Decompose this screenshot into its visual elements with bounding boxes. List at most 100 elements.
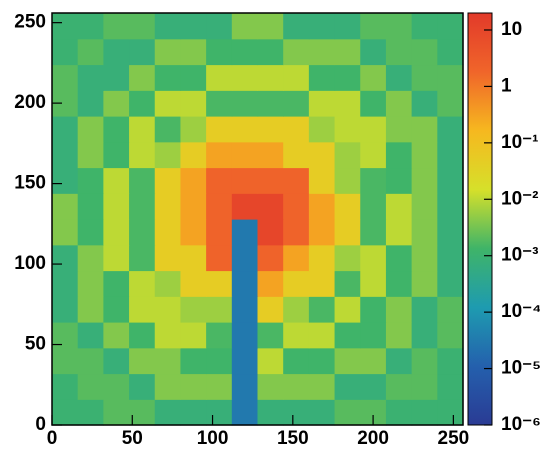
heat-cell [385,141,413,169]
heat-cell [180,167,207,194]
heat-cell [411,244,438,272]
heat-cell [206,64,233,91]
heat-cell [180,399,207,426]
heat-cell [360,322,387,349]
heat-cell [180,244,207,272]
heat-cell [129,244,156,272]
heat-cell [308,167,336,194]
heat-cell [411,141,438,169]
x-tick-label: 250 [438,428,470,449]
heat-cell [129,64,156,91]
y-tick-label: 150 [14,173,46,194]
heat-cell [257,38,284,66]
heat-cell [231,167,259,194]
heat-cell [52,270,79,297]
heat-cell [206,193,233,220]
heat-cell [180,270,207,297]
heat-cell [385,373,413,400]
heat-cell [77,399,104,426]
heat-cell [411,219,438,246]
heat-cell [411,399,438,426]
heat-cell [385,64,413,91]
heat-cell [257,219,284,246]
heat-cell [129,116,156,143]
heat-cell [154,141,182,169]
heat-cell [129,90,156,117]
heat-cell [411,13,438,40]
heat-cell [334,322,361,349]
heat-cell [334,64,361,91]
heat-cell [283,244,310,272]
heat-cell [231,90,259,117]
heat-cell [180,141,207,169]
heat-cell [283,296,310,323]
heat-cell [206,141,233,169]
heat-cell [231,244,259,272]
plot-frame [51,12,464,426]
x-tick-label: 50 [122,428,143,449]
heat-cell [257,13,284,40]
heat-cell [360,64,387,91]
heat-cell [231,13,259,40]
heat-cell [206,90,233,117]
heat-cell [154,90,182,117]
heat-cell [437,90,464,117]
heat-cell [411,296,438,323]
heat-cell [411,116,438,143]
heat-cell [52,347,79,375]
heat-cell [308,322,336,349]
heat-cell [103,373,130,400]
heat-cell [283,13,310,40]
heat-cell [411,373,438,400]
heat-cell [257,167,284,194]
heat-cell [411,322,438,349]
heat-cell [308,219,336,246]
heat-cell [385,219,413,246]
heat-cell [206,167,233,194]
heat-cell [52,167,79,194]
heat-cell [334,193,361,220]
heat-cell [360,167,387,194]
heat-cell [77,90,104,117]
y-tick-label: 0 [35,414,46,435]
heat-cell [52,244,79,272]
colorbar-tick-label: 10⁻⁶ [501,414,540,435]
heat-cell [283,90,310,117]
x-tick-label: 200 [357,428,389,449]
heat-cell [129,270,156,297]
heat-cell [308,90,336,117]
heat-cell [231,64,259,91]
heat-cell [257,193,284,220]
heat-cell [77,116,104,143]
heat-cell [283,399,310,426]
heat-cell [206,244,233,272]
heat-cell [154,38,182,66]
heat-cell [257,373,284,400]
heat-cell [283,193,310,220]
heat-cell [206,373,233,400]
heat-cell [103,90,130,117]
heat-cell [77,296,104,323]
heat-cell [334,219,361,246]
heat-cell [334,244,361,272]
heat-cell [180,38,207,66]
heat-cell [231,116,259,143]
heat-cell [103,219,130,246]
heat-cell [103,193,130,220]
colorbar-tick-label: 10⁻¹ [501,132,539,153]
heat-cell [129,38,156,66]
heat-cell [129,141,156,169]
heat-cell [154,399,182,426]
y-tick-label: 100 [14,253,46,274]
heat-cell [360,193,387,220]
heat-cell [257,322,284,349]
colorbar-tick-label: 10⁻² [501,188,539,209]
heat-cell [257,296,284,323]
heat-cell [180,64,207,91]
heat-cell [231,347,259,375]
heat-cell [103,38,130,66]
heat-cell [129,373,156,400]
heat-cell [52,193,79,220]
heat-cell [437,399,464,426]
